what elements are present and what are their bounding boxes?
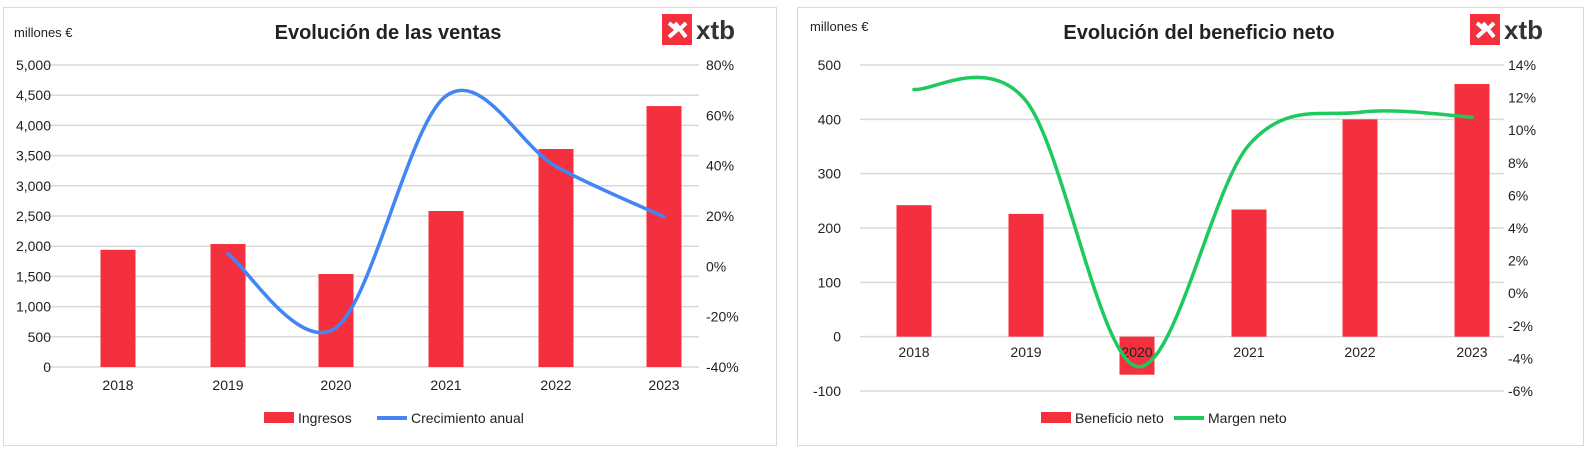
x-axis-label: 2020 (320, 377, 351, 393)
x-axis-label: 2021 (430, 377, 461, 393)
right-axis-tick: 20% (706, 208, 734, 224)
right-axis-tick: 2% (1508, 253, 1528, 269)
xtb-logo: xtb (662, 14, 735, 45)
left-axis-tick: 500 (28, 329, 52, 345)
right-axis-tick: -6% (1508, 383, 1533, 399)
left-axis-tick: 500 (818, 57, 842, 73)
legend-label-line: Crecimiento anual (411, 410, 524, 426)
x-axis-label: 2018 (102, 377, 133, 393)
chart-title: Evolución de las ventas (275, 22, 502, 44)
left-axis-tick: 1,500 (16, 268, 51, 284)
legend-swatch-bar (1041, 412, 1071, 423)
x-axis-label: 2018 (898, 344, 929, 360)
left-axis-tick: 3,000 (16, 178, 51, 194)
net-profit-chart-panel: millones € Evolución del beneficio neto xt… (797, 7, 1584, 446)
bar-2019 (210, 244, 246, 367)
line-margen-neto (912, 75, 1474, 369)
legend-label-bar: Beneficio neto (1075, 410, 1164, 426)
left-axis-tick: 100 (818, 274, 842, 290)
left-axis-tick: 0 (43, 359, 51, 375)
bar-2021 (428, 210, 464, 367)
logo-text: xtb (1504, 15, 1543, 45)
left-axis-tick: 400 (818, 111, 842, 127)
right-axis-tick: 12% (1508, 90, 1536, 106)
unit-label: millones € (810, 19, 869, 34)
left-axis-tick: -100 (813, 383, 841, 399)
x-axis-label: 2022 (540, 377, 571, 393)
right-axis-tick: 10% (1508, 122, 1536, 138)
right-axis-tick: 60% (706, 107, 734, 123)
left-axis-tick: 0 (833, 329, 841, 345)
sales-chart-panel: millones € Evolución de las ventas xtb 0 500… (3, 7, 777, 446)
bar-2023 (1454, 84, 1490, 337)
right-axis-tick: -40% (706, 359, 739, 375)
x-axis-label: 2019 (212, 377, 243, 393)
left-axis-tick: 1,000 (16, 299, 51, 315)
bar-2018 (100, 249, 136, 367)
right-axis-tick: 6% (1508, 187, 1528, 203)
right-axis-tick: 14% (1508, 57, 1536, 73)
left-axis-tick: 4,000 (16, 117, 51, 133)
left-axis-tick: 2,000 (16, 238, 51, 254)
left-axis-tick: 5,000 (16, 57, 51, 73)
bar-2018 (896, 205, 932, 337)
right-axis-tick: -4% (1508, 350, 1533, 366)
right-axis-tick: -2% (1508, 318, 1533, 334)
right-axis-tick: -20% (706, 309, 739, 325)
left-axis-tick: 200 (818, 220, 842, 236)
x-axis-label: 2020 (1121, 344, 1152, 360)
bar-2020 (318, 273, 354, 367)
bar-2021 (1231, 209, 1267, 337)
bar-2022 (1342, 119, 1378, 337)
chart-title: Evolución del beneficio neto (1063, 22, 1334, 44)
left-axis-tick: 3,500 (16, 148, 51, 164)
bar-2022 (538, 149, 574, 367)
x-axis-label: 2019 (1010, 344, 1041, 360)
right-axis-tick: 8% (1508, 155, 1528, 171)
right-axis-tick: 0% (1508, 285, 1528, 301)
line-crecimiento-anual (226, 88, 666, 335)
bar-2019 (1008, 213, 1044, 337)
right-axis-tick: 80% (706, 57, 734, 73)
x-axis-label: 2023 (1456, 344, 1487, 360)
unit-label: millones € (14, 25, 73, 40)
left-axis-tick: 300 (818, 166, 842, 182)
left-axis-tick: 2,500 (16, 208, 51, 224)
xtb-logo: xtb (1470, 14, 1543, 45)
right-axis-tick: 4% (1508, 220, 1528, 236)
sales-chart: millones € Evolución de las ventas xtb 0 500… (14, 14, 739, 426)
legend-swatch-bar (264, 412, 294, 423)
x-axis-label: 2021 (1233, 344, 1264, 360)
left-axis-tick: 4,500 (16, 87, 51, 103)
legend-label-line: Margen neto (1208, 410, 1287, 426)
right-axis-tick: 40% (706, 158, 734, 174)
legend-label-bar: Ingresos (298, 410, 352, 426)
bar-2023 (646, 106, 682, 368)
logo-text: xtb (696, 15, 735, 45)
right-axis-tick: 0% (706, 258, 726, 274)
net-profit-chart: millones € Evolución del beneficio neto xt… (810, 14, 1543, 426)
x-axis-label: 2022 (1344, 344, 1375, 360)
x-axis-label: 2023 (648, 377, 679, 393)
